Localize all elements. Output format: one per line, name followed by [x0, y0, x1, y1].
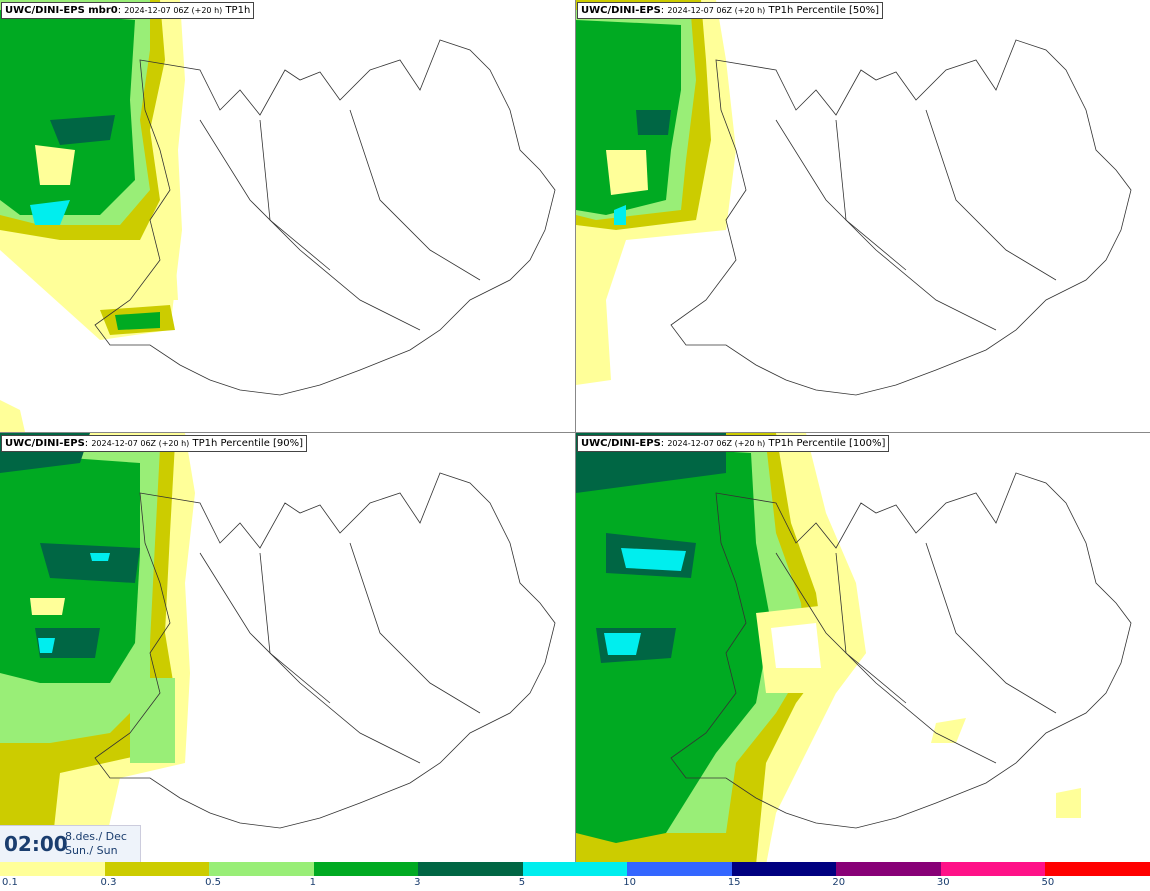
legend-tick-label: 15 — [727, 877, 741, 888]
panel-field: TP1h Percentile [50%] — [768, 5, 880, 16]
map-panel-p90: UWC/DINI-EPS: 2024-12-07 06Z (+20 h) TP1… — [0, 432, 575, 865]
precip-map — [576, 433, 1132, 865]
legend-swatch — [731, 862, 838, 876]
precip-map — [0, 0, 556, 432]
coastline — [670, 39, 1132, 396]
valid-date-line1: 8.des./ Dec — [65, 830, 127, 843]
valid-date: 8.des./ Dec Sun./ Sun — [65, 830, 127, 858]
legend-swatch — [627, 862, 733, 876]
panel-run: 2024-12-07 06Z (+20 h) — [667, 6, 766, 15]
color-legend: 0.1 0.3 0.5 1 3 5 10 15 20 30 50 — [0, 862, 1150, 891]
precip-map — [0, 433, 556, 865]
legend-swatch — [209, 862, 315, 876]
legend-tick-label: 3 — [414, 877, 421, 888]
panel-field: TP1h Percentile [90%] — [192, 438, 304, 449]
map-panel-p50: UWC/DINI-EPS: 2024-12-07 06Z (+20 h) TP1… — [575, 0, 1150, 432]
map-panel-mbr0: UWC/DINI-EPS mbr0: 2024-12-07 06Z (+20 h… — [0, 0, 575, 432]
panel-model: UWC/DINI-EPS — [581, 5, 661, 16]
coastline — [94, 39, 556, 396]
precip-field — [576, 0, 736, 385]
legend-swatch — [522, 862, 629, 876]
legend-tick-label: 0.1 — [2, 877, 18, 888]
panel-run: 2024-12-07 06Z (+20 h) — [91, 439, 190, 448]
valid-time: 02:00 — [4, 832, 68, 856]
coastline — [94, 472, 556, 829]
valid-time-box: 02:00 8.des./ Dec Sun./ Sun — [0, 825, 141, 862]
panel-model: UWC/DINI-EPS — [581, 438, 661, 449]
legend-tick-label: 50 — [1041, 877, 1055, 888]
legend-swatch — [313, 862, 420, 876]
legend-tick-label: 0.3 — [100, 877, 117, 888]
panel-title: UWC/DINI-EPS mbr0: 2024-12-07 06Z (+20 h… — [1, 2, 255, 19]
panel-title: UWC/DINI-EPS: 2024-12-07 06Z (+20 h) TP1… — [577, 2, 884, 19]
legend-tick-label: 0.5 — [205, 877, 221, 888]
legend-swatch — [0, 862, 106, 876]
legend-swatch — [418, 862, 524, 876]
precip-field — [576, 433, 1081, 865]
legend-swatch — [940, 862, 1047, 876]
coastline — [670, 472, 1132, 829]
legend-tick-label: 10 — [623, 877, 636, 888]
panel-model: UWC/DINI-EPS — [5, 438, 85, 449]
precip-field — [0, 433, 195, 865]
panel-title: UWC/DINI-EPS: 2024-12-07 06Z (+20 h) TP1… — [577, 435, 890, 452]
panel-title: UWC/DINI-EPS: 2024-12-07 06Z (+20 h) TP1… — [1, 435, 308, 452]
precip-map — [576, 0, 1132, 396]
legend-tick-label: 30 — [936, 877, 950, 888]
legend-swatch — [104, 862, 211, 876]
panel-run: 2024-12-07 06Z (+20 h) — [124, 6, 223, 15]
precip-field — [0, 0, 185, 432]
panel-field: TP1h — [225, 5, 251, 16]
map-panel-p100: UWC/DINI-EPS: 2024-12-07 06Z (+20 h) TP1… — [575, 432, 1150, 865]
legend-tick-label: 5 — [518, 877, 526, 888]
legend-swatch — [1045, 862, 1150, 876]
legend-tick-label: 1 — [309, 877, 316, 888]
panel-run: 2024-12-07 06Z (+20 h) — [667, 439, 766, 448]
valid-date-line2: Sun./ Sun — [65, 844, 118, 857]
legend-tick-label: 20 — [832, 877, 846, 888]
panel-field: TP1h Percentile [100%] — [768, 438, 886, 449]
legend-swatch — [836, 862, 942, 876]
panel-model: UWC/DINI-EPS mbr0 — [5, 5, 118, 16]
